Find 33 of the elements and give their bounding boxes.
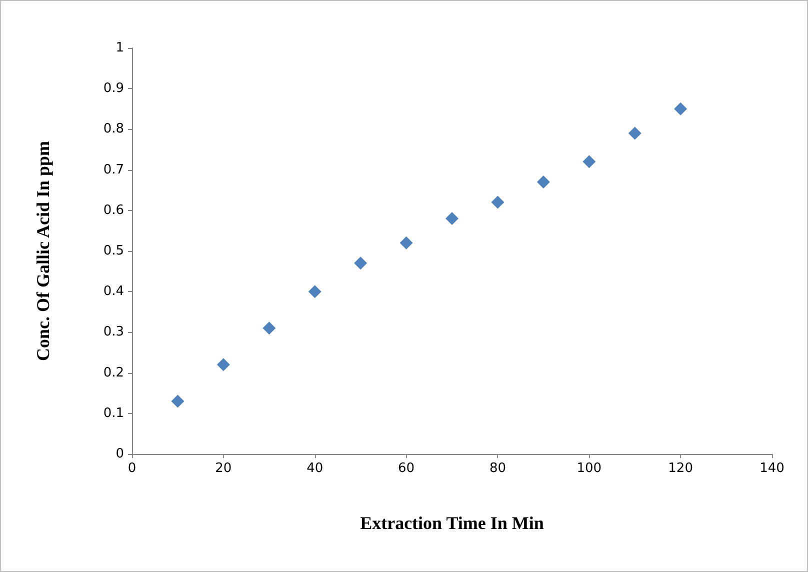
- x-tick-label: 120: [668, 461, 693, 476]
- point: [400, 236, 413, 250]
- point: [216, 358, 230, 372]
- point: [491, 196, 504, 209]
- y-tick-label: 0.7: [103, 162, 124, 178]
- x-tick-label: 40: [306, 461, 324, 476]
- y-tick-label: 0.8: [103, 122, 124, 137]
- point: [171, 394, 184, 408]
- point: [262, 322, 276, 335]
- y-axis-title: Conc. Of Gallic Acid In ppm: [33, 140, 53, 362]
- x-tick-label: 0: [128, 461, 136, 476]
- y-tick-label: 0.2: [103, 365, 124, 380]
- x-axis-title: Extraction Time In Min: [360, 513, 544, 533]
- point: [446, 212, 458, 226]
- point: [674, 102, 688, 116]
- point: [354, 256, 368, 270]
- x-tick-label: 20: [215, 461, 232, 476]
- y-tick-label: 1: [116, 40, 124, 56]
- y-tick-label: 0.1: [103, 406, 124, 421]
- point: [628, 126, 642, 140]
- x-tick-label: 80: [489, 461, 506, 476]
- point: [308, 285, 322, 298]
- x-tick-label: 100: [576, 461, 602, 476]
- y-tick-label: 0.9: [103, 81, 124, 96]
- y-tick-label: 0.3: [103, 324, 124, 340]
- x-tick-label: 60: [398, 461, 415, 476]
- point: [536, 175, 550, 188]
- x-tick-label: 140: [760, 461, 784, 476]
- y-tick-label: 0.5: [103, 244, 124, 258]
- y-tick-label: 0.6: [103, 202, 124, 218]
- y-tick-label: 0.4: [103, 284, 124, 300]
- point: [582, 155, 596, 168]
- y-tick-label: 0: [116, 446, 124, 462]
